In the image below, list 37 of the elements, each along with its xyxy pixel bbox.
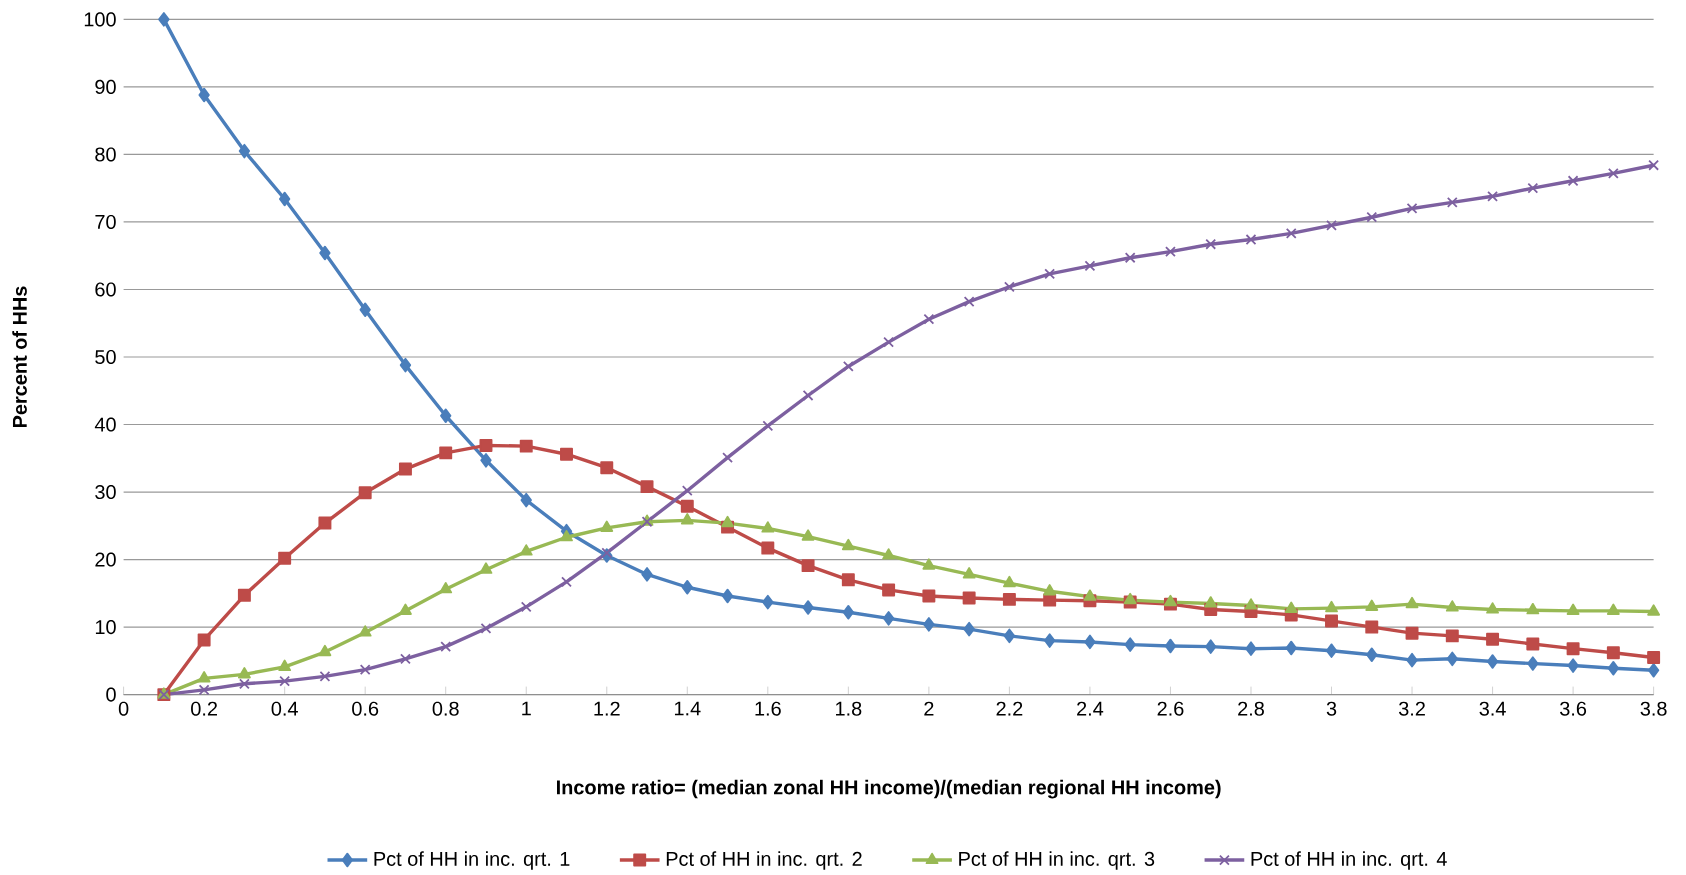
x-tick-label: 3.6 — [1559, 701, 1587, 716]
x-tick-label: 2.2 — [996, 701, 1023, 716]
x-tick-label: 2.8 — [1238, 701, 1264, 716]
x-tick-label: 1.2 — [594, 701, 620, 716]
x-tick-label: 3.2 — [1398, 701, 1425, 716]
y-tick-label: 70 — [95, 214, 116, 229]
y-tick-label: 80 — [95, 147, 116, 162]
x-tick-label: 1 — [522, 701, 531, 716]
x-tick-label: 1.8 — [836, 701, 862, 716]
y-tick-label: 100 — [84, 12, 116, 27]
x-tick-label: 2.4 — [1077, 701, 1104, 716]
x-tick-label: 0.8 — [432, 701, 459, 716]
x-tick-label: 0.4 — [271, 701, 298, 716]
x-tick-label: 1.6 — [755, 701, 781, 716]
legend-label: Pct of HH in inc. qrt. 3 — [959, 851, 1155, 870]
x-tick-label: 1.4 — [674, 701, 701, 716]
y-tick-label: 50 — [95, 349, 116, 365]
y-tick-label: 90 — [95, 79, 116, 94]
x-tick-label: 0.2 — [191, 701, 217, 716]
x-tick-label: 3.8 — [1640, 701, 1667, 716]
x-tick-label: 0.6 — [352, 701, 379, 716]
y-axis-title: Percent of HHs — [12, 286, 27, 428]
y-tick-label: 40 — [94, 417, 116, 432]
legend-label: Pct of HH in inc. qrt. 2 — [666, 851, 862, 870]
x-tick-label: 2.6 — [1157, 701, 1184, 716]
x-tick-label: 2 — [924, 701, 934, 716]
x-tick-label: 3 — [1326, 701, 1337, 716]
x-tick-label: 0 — [118, 701, 129, 716]
legend-label: Pct of HH in inc. qrt. 4 — [1251, 851, 1447, 870]
y-tick-label: 0 — [106, 687, 116, 702]
y-tick-label: 20 — [95, 552, 116, 567]
x-tick-label: 3.4 — [1479, 701, 1506, 716]
y-tick-label: 60 — [95, 282, 116, 297]
x-axis-title: Income ratio= (median zonal HH income)/(median regional HH income) — [556, 779, 1221, 799]
y-tick-label: 30 — [95, 484, 116, 500]
y-tick-label: 10 — [95, 620, 116, 635]
legend-label: Pct of HH in inc. qrt. 1 — [374, 851, 570, 870]
